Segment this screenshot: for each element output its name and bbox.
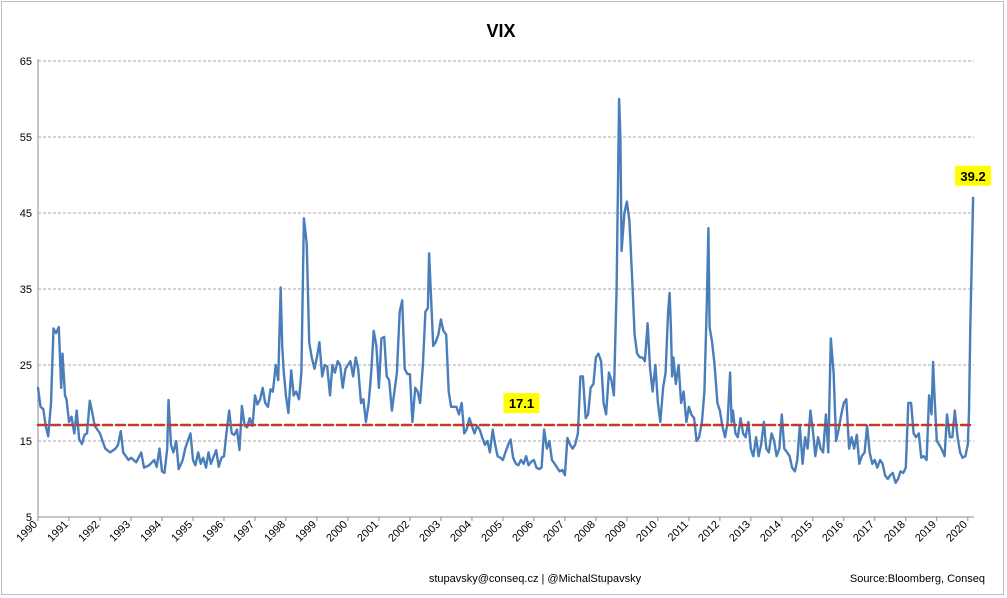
x-tick-label: 2019: [913, 519, 939, 545]
x-tick-label: 2002: [386, 519, 412, 545]
annotation-box: [503, 393, 540, 414]
y-tick-label: 35: [20, 284, 32, 296]
chart-title: VIX: [486, 21, 515, 41]
x-tick-label: 2009: [603, 519, 629, 545]
x-tick-label: 2013: [727, 519, 753, 545]
x-tick-label: 2000: [324, 519, 350, 545]
x-tick-label: 2007: [541, 519, 567, 545]
x-tick-label: 2020: [944, 519, 970, 545]
x-tick-label: 2018: [882, 519, 908, 545]
y-tick-label: 45: [20, 208, 32, 220]
y-tick-label: 5: [26, 512, 32, 524]
y-tick-label: 55: [20, 132, 32, 144]
x-tick-label: 1999: [293, 519, 319, 545]
x-tick-label: 1990: [14, 519, 40, 545]
annotation-label: 39.2: [960, 169, 985, 184]
x-tick-label: 2016: [820, 519, 846, 545]
x-tick-label: 1991: [45, 519, 71, 545]
footer-contact: stupavsky@conseq.cz | @MichalStupavsky: [429, 573, 642, 585]
x-tick-label: 2005: [479, 519, 505, 545]
x-tick-label: 2015: [789, 519, 815, 545]
y-tick-labels: 5 15 25 35 45 55 65: [20, 56, 32, 524]
x-tick-label: 1993: [107, 519, 133, 545]
x-tick-label: 1997: [231, 519, 257, 545]
annotations: 17.1 39.2: [503, 165, 992, 414]
x-tick-label: 1992: [76, 519, 102, 545]
y-tick-label: 15: [20, 436, 32, 448]
x-tick-label: 2004: [448, 519, 474, 545]
x-tick-label: 2001: [355, 519, 381, 545]
x-tick-label: 2014: [758, 519, 784, 545]
annotation-label: 17.1: [509, 396, 534, 411]
x-tick-label: 1998: [262, 519, 288, 545]
y-tick-label: 65: [20, 56, 32, 68]
x-tick-label: 2017: [851, 519, 877, 545]
x-tick-label: 2006: [510, 519, 536, 545]
x-tick-label: 1995: [169, 519, 195, 545]
x-tick-label: 2008: [572, 519, 598, 545]
x-tick-label: 1994: [138, 519, 164, 545]
y-tick-label: 25: [20, 360, 32, 372]
footer-source: Source:Bloomberg, Conseq: [850, 573, 985, 585]
x-tick-label: 1996: [200, 519, 226, 545]
x-tick-labels: 1990 1991 1992 1993 1994 1995 1996 1997 1998 1999…: [14, 517, 970, 544]
x-tick-label: 2012: [696, 519, 722, 545]
plot-area: [36, 97, 975, 484]
x-tick-label: 2011: [666, 519, 691, 544]
annotation-box: [955, 165, 992, 186]
series-line-vix: [36, 97, 975, 484]
x-tick-label: 2010: [634, 519, 660, 545]
x-tick-label: 2003: [417, 519, 443, 545]
